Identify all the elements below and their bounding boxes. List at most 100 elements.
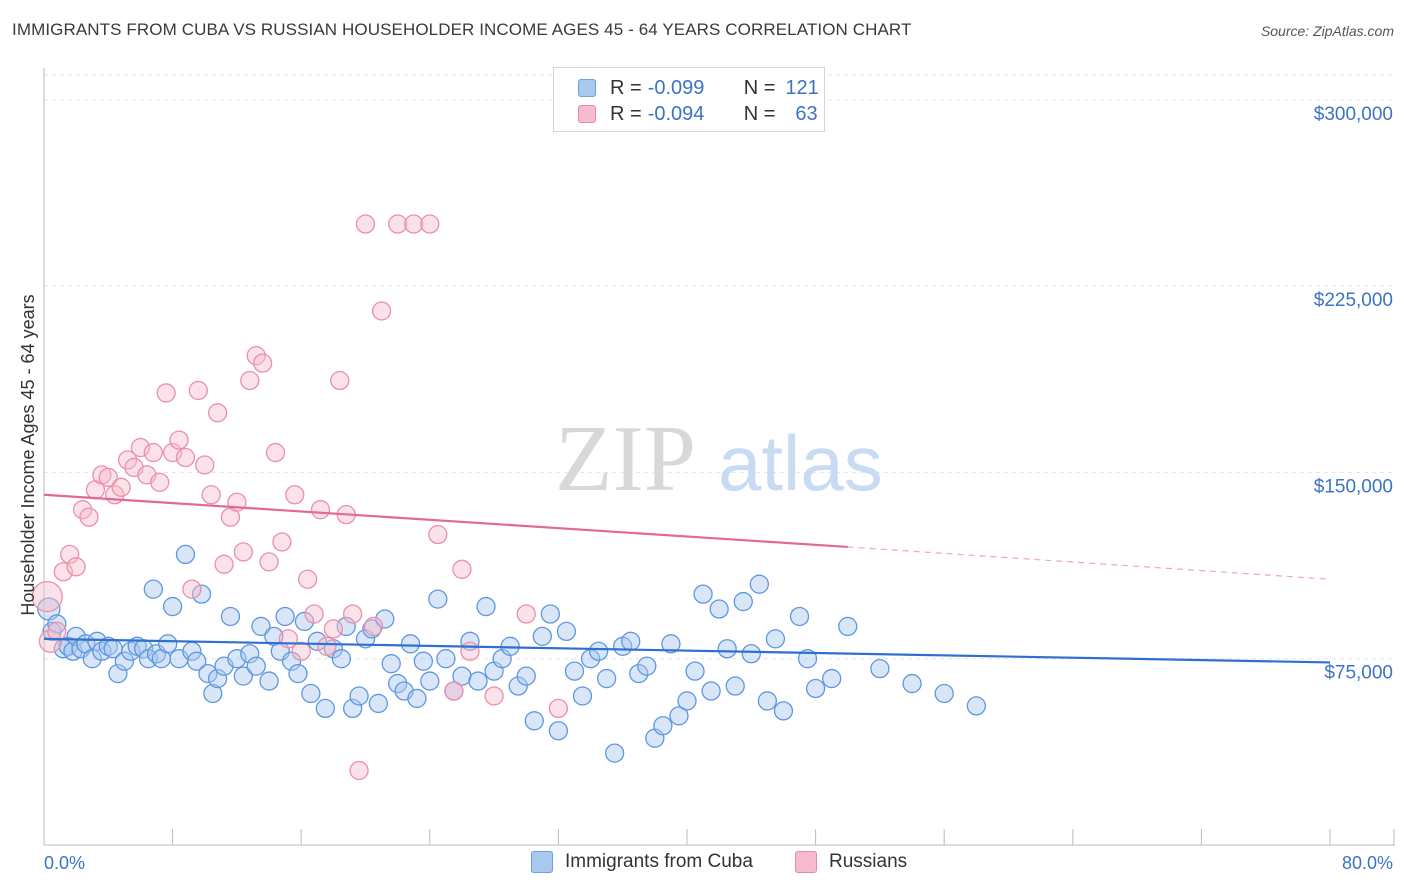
- data-point-cuba: [934, 683, 954, 704]
- x-tick-label-max: 80.0%: [1342, 853, 1393, 873]
- data-point-cuba: [108, 663, 128, 684]
- watermark-atlas: atlas: [718, 419, 883, 507]
- data-point-russians: [460, 641, 480, 661]
- trend-line-cuba: [43, 637, 1331, 664]
- data-point-cuba: [749, 574, 769, 594]
- data-point-cuba: [822, 668, 842, 689]
- data-point-russians: [272, 532, 292, 552]
- data-point-russians: [516, 604, 536, 624]
- data-point-cuba: [773, 701, 794, 721]
- data-point-cuba: [532, 626, 552, 647]
- data-point-cuba: [838, 616, 858, 637]
- bottom-legend-swatch-cuba: [531, 851, 553, 873]
- data-point-russians: [240, 370, 260, 391]
- data-point-russians: [323, 619, 344, 639]
- data-point-cuba: [629, 663, 649, 684]
- data-point-cuba: [476, 596, 496, 617]
- data-point-cuba: [605, 743, 625, 763]
- data-point-russians: [150, 472, 170, 493]
- y-tick-label: $300,000: [1314, 104, 1393, 125]
- data-point-cuba: [375, 609, 395, 629]
- data-point-russians: [420, 214, 440, 234]
- data-point-russians: [363, 616, 384, 637]
- data-point-cuba: [436, 649, 456, 669]
- data-point-cuba: [381, 654, 401, 674]
- data-point-russians: [60, 544, 80, 565]
- data-point-cuba: [516, 666, 536, 686]
- data-point-cuba: [468, 671, 488, 691]
- data-point-russians: [317, 636, 337, 656]
- legend-r-value: -0.099: [647, 76, 705, 99]
- data-point-russians: [201, 485, 221, 505]
- data-point-cuba: [564, 661, 585, 681]
- data-point-russians: [214, 554, 234, 574]
- data-point-cuba: [765, 629, 786, 649]
- data-point-cuba: [251, 616, 271, 637]
- legend-r-label: R =: [610, 102, 642, 125]
- chart-title: IMMIGRANTS FROM CUBA VS RUSSIAN HOUSEHOL…: [12, 20, 912, 39]
- data-point-russians: [452, 559, 472, 579]
- data-point-russians: [38, 629, 63, 653]
- data-point-cuba: [757, 691, 778, 711]
- data-point-russians: [233, 542, 253, 562]
- data-point-cuba: [420, 671, 440, 691]
- data-point-cuba: [407, 688, 427, 709]
- data-point-cuba: [315, 698, 335, 719]
- data-point-russians: [484, 686, 504, 706]
- data-point-russians: [182, 579, 202, 599]
- data-point-cuba: [87, 631, 107, 651]
- data-point-russians: [246, 346, 266, 366]
- data-point-cuba: [717, 639, 737, 659]
- data-point-cuba: [294, 611, 315, 632]
- source-label: Source: ZipAtlas.com: [1260, 23, 1394, 39]
- data-point-russians: [291, 641, 311, 661]
- data-point-russians: [31, 580, 63, 613]
- data-point-russians: [79, 507, 99, 527]
- data-point-cuba: [572, 686, 593, 706]
- data-point-russians: [195, 455, 215, 475]
- data-point-cuba: [66, 626, 86, 647]
- bottom-legend-cuba[interactable]: Immigrants from Cuba: [531, 851, 753, 873]
- data-point-cuba: [400, 634, 421, 654]
- bottom-legend-russians[interactable]: Russians: [795, 851, 907, 873]
- legend-n-value: 63: [795, 102, 818, 125]
- bottom-legend-swatch-russians: [795, 851, 817, 873]
- data-point-cuba: [653, 716, 673, 736]
- trend-line-russians: [43, 493, 848, 549]
- data-point-russians: [428, 524, 448, 545]
- data-points: [31, 214, 986, 781]
- data-point-cuba: [741, 644, 761, 664]
- data-point-cuba: [198, 663, 218, 684]
- data-point-cuba: [175, 544, 196, 565]
- data-point-cuba: [709, 599, 729, 619]
- data-point-russians: [342, 604, 363, 624]
- data-point-cuba: [637, 656, 657, 676]
- data-point-russians: [330, 370, 350, 391]
- y-tick-label: $225,000: [1314, 290, 1393, 311]
- data-point-cuba: [677, 691, 697, 711]
- data-point-cuba: [387, 673, 408, 694]
- y-tick-label: $150,000: [1314, 476, 1393, 497]
- data-point-russians: [188, 380, 208, 401]
- bottom-legend-label-russians: Russians: [829, 851, 908, 872]
- data-point-cuba: [240, 644, 260, 664]
- axes: [43, 68, 1395, 846]
- data-point-cuba: [259, 671, 279, 691]
- legend-n-label: N =: [743, 76, 776, 99]
- data-point-cuba: [548, 721, 569, 741]
- data-point-cuba: [246, 656, 266, 676]
- data-point-cuba: [621, 631, 641, 651]
- data-point-cuba: [661, 634, 681, 654]
- legend-n-value: 121: [785, 76, 819, 99]
- data-point-cuba: [870, 658, 890, 679]
- data-point-cuba: [733, 591, 753, 612]
- data-point-cuba: [428, 589, 448, 609]
- watermark-zip: ZIP: [555, 407, 696, 511]
- data-point-russians: [47, 621, 67, 642]
- bottom-legend-label-cuba: Immigrants from Cuba: [565, 851, 753, 872]
- data-point-russians: [117, 450, 138, 470]
- data-point-cuba: [966, 696, 986, 716]
- data-point-russians: [548, 698, 569, 719]
- data-point-cuba: [288, 663, 308, 684]
